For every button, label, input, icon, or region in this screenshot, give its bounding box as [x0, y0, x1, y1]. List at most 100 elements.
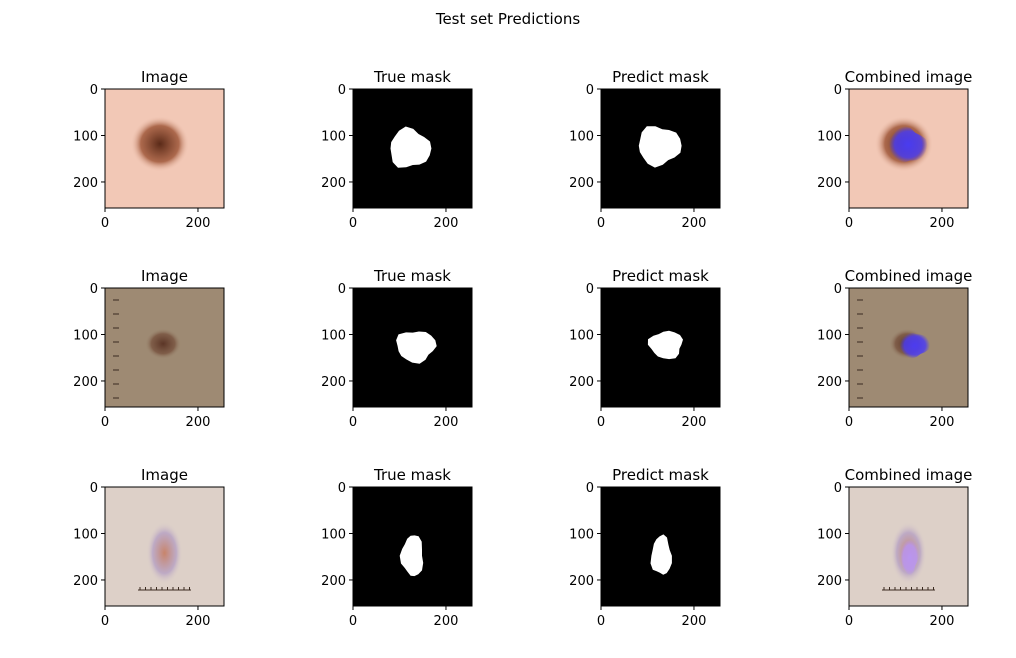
y-tick-label: 200	[73, 375, 98, 390]
panel-r2-c2: Predict mask 0 100 200 0 200	[569, 466, 721, 629]
y-tick-label: 100	[321, 527, 346, 542]
mask-overlay	[889, 125, 928, 164]
y-tick-label: 100	[817, 129, 842, 144]
y-tick-label: 200	[321, 176, 346, 191]
axes-frame	[848, 486, 969, 607]
x-tick-label: 200	[930, 415, 955, 430]
x-tick-label: 0	[597, 614, 605, 629]
axes-frame	[104, 88, 225, 209]
x-tick-label: 0	[597, 415, 605, 430]
lesion	[144, 328, 182, 360]
axes-frame	[352, 287, 473, 408]
axes-frame	[848, 287, 969, 408]
x-tick-label: 200	[682, 415, 707, 430]
panel-title: True mask	[373, 466, 451, 484]
x-tick-label: 200	[930, 216, 955, 231]
axes-frame	[352, 486, 473, 607]
y-tick-label: 200	[817, 375, 842, 390]
panel-r0-c0: Image 0 100 200 0 200	[73, 68, 225, 231]
lesion	[130, 115, 190, 172]
panel-title: True mask	[373, 68, 451, 86]
y-tick-label: 0	[834, 282, 842, 297]
panel-r1-c1: True mask 0 100 200 0 200	[321, 267, 473, 430]
y-tick-label: 0	[586, 282, 594, 297]
axes-frame	[600, 287, 721, 408]
y-tick-label: 200	[321, 375, 346, 390]
figure-title: Test set Predictions	[435, 10, 581, 28]
y-tick-label: 200	[817, 574, 842, 589]
x-tick-label: 200	[682, 614, 707, 629]
y-tick-label: 0	[586, 481, 594, 496]
x-tick-label: 200	[186, 415, 211, 430]
x-tick-label: 0	[101, 614, 109, 629]
x-tick-label: 200	[186, 216, 211, 231]
x-tick-label: 0	[349, 614, 357, 629]
y-tick-label: 100	[817, 527, 842, 542]
x-tick-label: 200	[434, 614, 459, 629]
panel-title: True mask	[373, 267, 451, 285]
x-tick-label: 200	[930, 614, 955, 629]
y-tick-label: 100	[73, 129, 98, 144]
panel-r2-c1: True mask 0 100 200 0 200	[321, 466, 473, 629]
panel-title: Combined image	[845, 267, 973, 285]
true-mask-region	[390, 126, 432, 168]
panel-title: Combined image	[845, 68, 973, 86]
y-tick-label: 100	[321, 328, 346, 343]
y-tick-label: 0	[834, 83, 842, 98]
pred-mask-region	[647, 330, 683, 360]
x-tick-label: 0	[101, 216, 109, 231]
y-tick-label: 100	[569, 129, 594, 144]
y-tick-label: 0	[90, 282, 98, 297]
panel-title: Image	[141, 267, 188, 285]
mask-overlay	[899, 332, 930, 359]
mask-overlay	[900, 539, 920, 576]
true-mask-region	[399, 535, 424, 577]
panel-title: Predict mask	[612, 68, 709, 86]
panel-r0-c1: True mask 0 100 200 0 200	[321, 68, 473, 231]
y-tick-label: 200	[73, 176, 98, 191]
axes-frame	[352, 88, 473, 209]
pred-mask-region	[638, 126, 682, 168]
panel-title: Image	[141, 466, 188, 484]
x-tick-label: 0	[349, 415, 357, 430]
panel-title: Predict mask	[612, 466, 709, 484]
x-tick-label: 0	[845, 614, 853, 629]
x-tick-label: 200	[186, 614, 211, 629]
panel-title: Predict mask	[612, 267, 709, 285]
true-mask-region	[396, 331, 437, 364]
y-tick-label: 100	[817, 328, 842, 343]
y-tick-label: 100	[321, 129, 346, 144]
panel-r2-c0: Image 0 100 200 0 200	[73, 466, 225, 629]
x-tick-label: 0	[101, 415, 109, 430]
x-tick-label: 200	[682, 216, 707, 231]
y-tick-label: 100	[73, 328, 98, 343]
x-tick-label: 0	[845, 216, 853, 231]
y-tick-label: 100	[569, 527, 594, 542]
x-tick-label: 200	[434, 216, 459, 231]
y-tick-label: 200	[321, 574, 346, 589]
y-tick-label: 200	[569, 176, 594, 191]
panel-r0-c2: Predict mask 0 100 200 0 200	[569, 68, 721, 231]
axes-frame	[104, 486, 225, 607]
y-tick-label: 0	[338, 481, 346, 496]
axes-frame	[104, 287, 225, 408]
y-tick-label: 200	[569, 574, 594, 589]
axes-frame	[848, 88, 969, 209]
y-tick-label: 200	[817, 176, 842, 191]
x-tick-label: 200	[434, 415, 459, 430]
y-tick-label: 200	[569, 375, 594, 390]
y-tick-label: 0	[338, 282, 346, 297]
panel-title: Image	[141, 68, 188, 86]
pred-mask-region	[650, 534, 672, 575]
x-tick-label: 0	[845, 415, 853, 430]
x-tick-label: 0	[597, 216, 605, 231]
y-tick-label: 0	[834, 481, 842, 496]
y-tick-label: 0	[90, 83, 98, 98]
y-tick-label: 100	[73, 527, 98, 542]
axes-frame	[600, 486, 721, 607]
y-tick-label: 0	[338, 83, 346, 98]
